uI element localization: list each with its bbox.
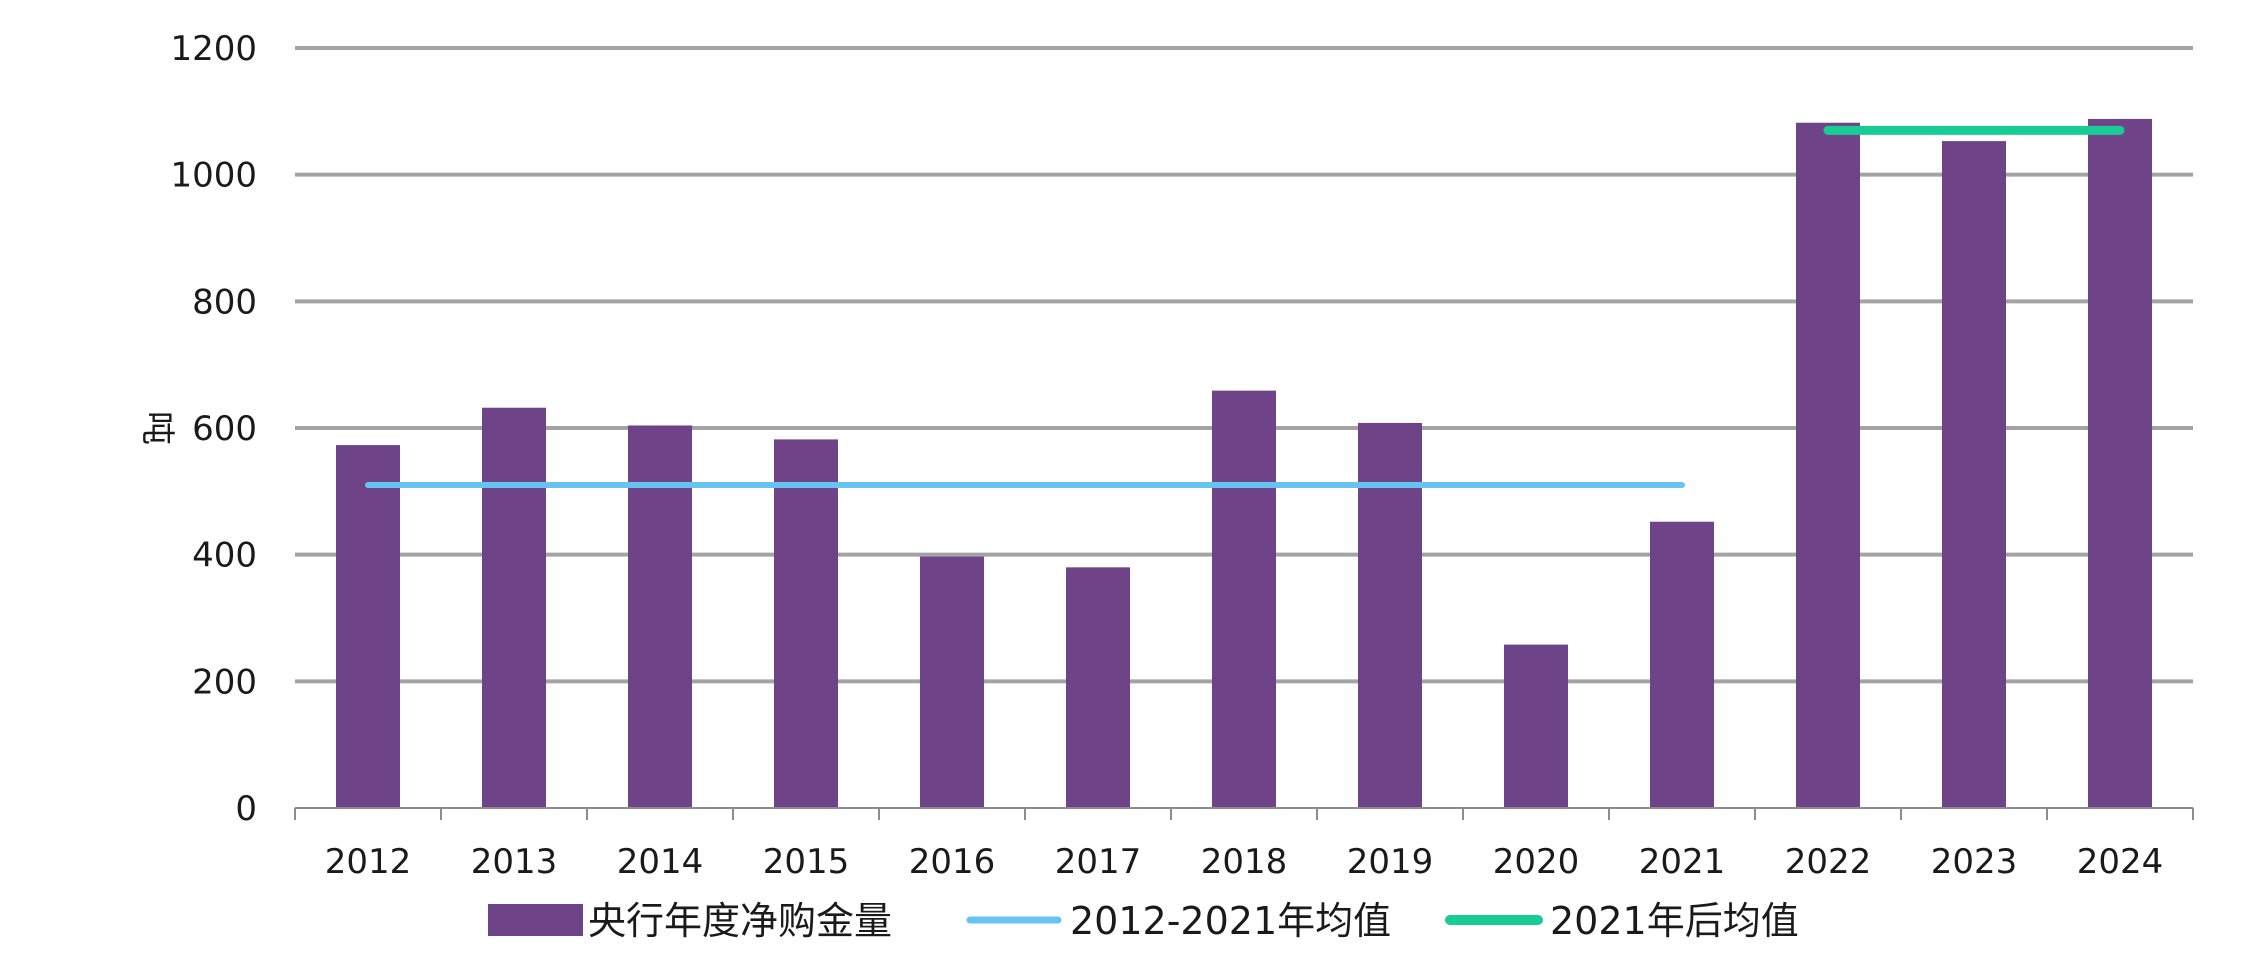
x-tick-label: 2019: [1347, 842, 1434, 882]
x-tick-label: 2022: [1785, 842, 1872, 882]
bar-2017: [1066, 567, 1130, 808]
legend-label: 2012-2021年均值: [1070, 899, 1391, 943]
bar-2014: [628, 425, 692, 808]
y-tick-label: 200: [192, 662, 257, 702]
x-tick-label: 2018: [1201, 842, 1288, 882]
x-axis: [294, 807, 2194, 820]
y-tick-label: 600: [192, 409, 257, 449]
bar-2023: [1942, 141, 2006, 809]
bar-2018: [1212, 390, 1276, 808]
x-tick-label: 2012: [325, 842, 412, 882]
bar-2022: [1796, 122, 1860, 808]
y-tick-label: 800: [192, 282, 257, 322]
bar-2013: [482, 407, 546, 808]
average-lines: [365, 125, 2125, 488]
legend-swatch-bar: [488, 904, 583, 936]
x-tick-label: 2014: [617, 842, 704, 882]
x-tick-label: 2015: [763, 842, 850, 882]
x-tick-label: 2024: [2077, 842, 2164, 882]
bar-2020: [1504, 644, 1568, 808]
y-tick-label: 1200: [170, 29, 257, 69]
x-tick-label: 2020: [1493, 842, 1580, 882]
y-tick-label: 400: [192, 536, 257, 576]
x-tick-label: 2016: [909, 842, 996, 882]
y-axis-ticks: 0 200 400 600 800 1000 1200: [170, 29, 257, 829]
legend-label: 央行年度净购金量: [588, 899, 892, 943]
x-tick-label: 2023: [1931, 842, 2018, 882]
y-axis-label: 吨: [137, 411, 177, 445]
bar-2012: [336, 445, 400, 808]
bars: [336, 118, 2152, 809]
bar-2016: [920, 556, 984, 808]
bar-2019: [1358, 422, 1422, 808]
bar-2024: [2088, 118, 2152, 808]
y-tick-label: 1000: [170, 156, 257, 196]
legend: 央行年度净购金量 2012-2021年均值 2021年后均值: [488, 899, 1799, 943]
bar-2021: [1650, 521, 1714, 808]
x-tick-label: 2021: [1639, 842, 1726, 882]
legend-label: 2021年后均值: [1550, 899, 1799, 943]
x-axis-ticks: 2012 2013 2014 2015 2016 2017 2018 2019 2020 2021…: [325, 842, 2164, 882]
bar-2015: [774, 439, 838, 808]
x-tick-label: 2017: [1055, 842, 1142, 882]
x-tick-label: 2013: [471, 842, 558, 882]
y-tick-label: 0: [235, 789, 257, 829]
